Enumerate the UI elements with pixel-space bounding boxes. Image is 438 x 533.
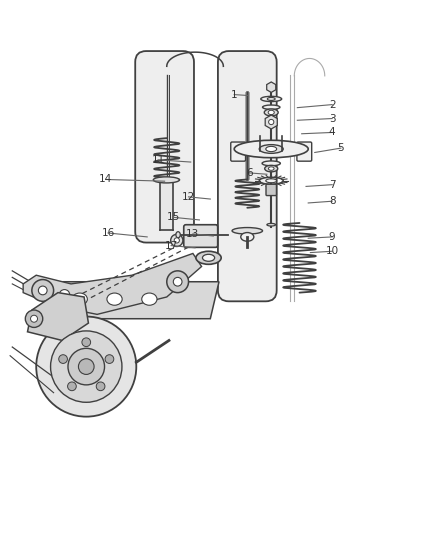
Circle shape — [36, 317, 136, 417]
Ellipse shape — [268, 110, 274, 115]
Circle shape — [268, 119, 274, 125]
Ellipse shape — [262, 105, 280, 109]
Ellipse shape — [262, 161, 280, 166]
Circle shape — [50, 331, 122, 402]
Circle shape — [78, 359, 94, 375]
Ellipse shape — [261, 96, 282, 102]
Text: 11: 11 — [152, 155, 165, 165]
Ellipse shape — [202, 254, 215, 261]
Circle shape — [25, 310, 43, 327]
FancyBboxPatch shape — [297, 142, 312, 161]
Circle shape — [105, 355, 114, 364]
Ellipse shape — [266, 179, 277, 183]
Ellipse shape — [72, 293, 87, 305]
Ellipse shape — [259, 144, 283, 154]
Text: 12: 12 — [182, 192, 195, 202]
Circle shape — [59, 289, 70, 300]
Text: 13: 13 — [186, 229, 200, 239]
Ellipse shape — [142, 293, 157, 305]
Ellipse shape — [267, 98, 275, 100]
Text: 10: 10 — [325, 246, 339, 256]
Ellipse shape — [267, 223, 276, 226]
Polygon shape — [23, 254, 201, 314]
FancyBboxPatch shape — [231, 142, 246, 161]
Ellipse shape — [264, 109, 278, 116]
Text: 9: 9 — [329, 232, 336, 242]
Text: 6: 6 — [246, 168, 253, 178]
Circle shape — [82, 338, 91, 346]
Circle shape — [39, 286, 47, 295]
Text: 5: 5 — [338, 143, 344, 153]
Circle shape — [171, 235, 183, 246]
Circle shape — [167, 271, 188, 293]
Circle shape — [174, 238, 180, 243]
FancyBboxPatch shape — [135, 51, 194, 243]
Circle shape — [173, 277, 182, 286]
Ellipse shape — [268, 167, 274, 171]
Text: 2: 2 — [329, 100, 336, 110]
Text: 17: 17 — [165, 240, 178, 251]
Circle shape — [96, 382, 105, 391]
Circle shape — [68, 349, 105, 385]
Ellipse shape — [234, 140, 308, 158]
Circle shape — [67, 382, 76, 391]
Text: 14: 14 — [99, 174, 113, 184]
Text: 16: 16 — [101, 228, 115, 238]
Text: 8: 8 — [329, 196, 336, 206]
Ellipse shape — [176, 232, 180, 238]
Bar — [160, 182, 173, 230]
Text: 7: 7 — [329, 180, 336, 190]
Text: 4: 4 — [329, 127, 336, 138]
Text: 3: 3 — [329, 114, 336, 124]
Circle shape — [31, 315, 38, 322]
Ellipse shape — [241, 232, 254, 241]
Text: 1: 1 — [231, 90, 237, 100]
Polygon shape — [36, 282, 219, 319]
Text: 15: 15 — [167, 212, 180, 222]
Circle shape — [59, 355, 67, 364]
Polygon shape — [28, 293, 88, 341]
Ellipse shape — [265, 165, 278, 172]
Ellipse shape — [232, 228, 262, 234]
Circle shape — [32, 279, 53, 301]
FancyBboxPatch shape — [218, 51, 277, 301]
Ellipse shape — [196, 251, 221, 264]
FancyBboxPatch shape — [184, 225, 218, 247]
Ellipse shape — [153, 177, 180, 183]
Ellipse shape — [107, 293, 122, 305]
FancyBboxPatch shape — [266, 184, 276, 196]
Ellipse shape — [266, 147, 277, 151]
